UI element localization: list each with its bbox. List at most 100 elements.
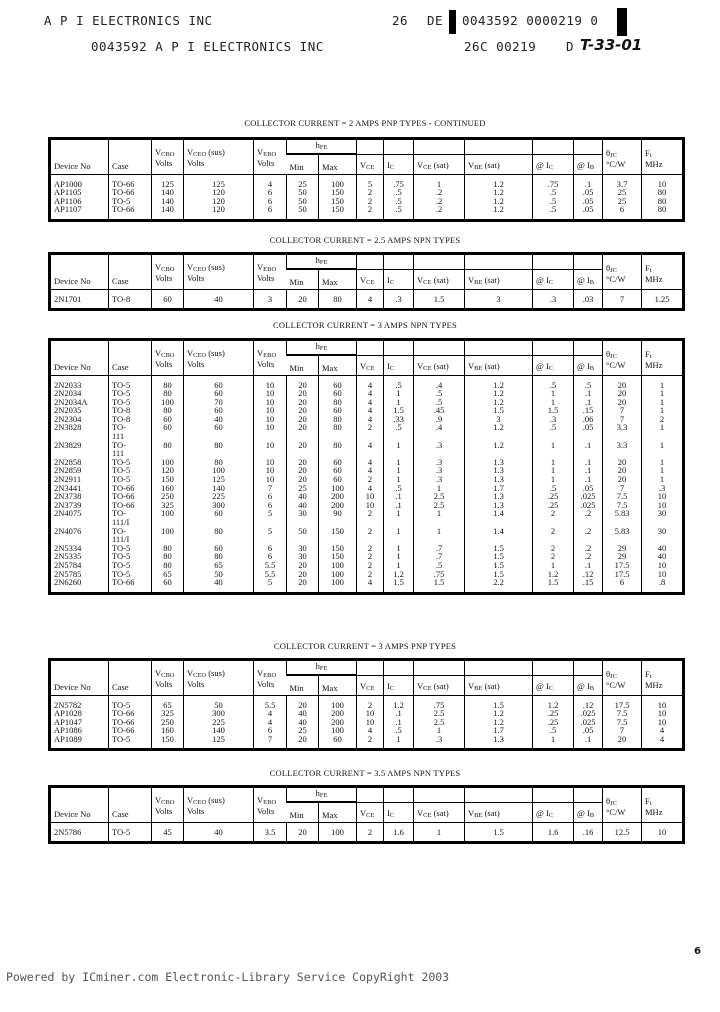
cell: 40 (286, 718, 319, 727)
cell: 2N5782 (54, 699, 82, 710)
cell: 3 (253, 294, 287, 304)
cell: 7 (602, 415, 642, 424)
col-label: h (315, 661, 320, 671)
col-header-vceo: VCEO (sus) Volts (183, 786, 254, 822)
cell: TO-66 (108, 578, 152, 587)
cell: 20 (286, 398, 319, 407)
cell: 140 (151, 188, 184, 197)
cell: 4 (356, 389, 384, 398)
cell: 10 (253, 389, 287, 398)
col-header-at-ib: @ IB (573, 354, 603, 375)
cell: 10 (356, 709, 384, 718)
col-subscript: CBO (161, 798, 175, 806)
cell: 80 (641, 197, 684, 206)
cell: 325 (151, 501, 184, 510)
cell: 60 (318, 735, 357, 744)
table-row: 2N5785 TO-5 65 50 5.5 20 100 2 1.2.75 1.5 1.2.12 17… (50, 569, 684, 579)
section-title: COLLECTOR CURRENT = 3 AMPS PNP TYPES (273, 641, 457, 651)
cell: 4 (356, 406, 384, 415)
cell: 60 (318, 380, 357, 390)
col-header-vce: VCE (356, 801, 384, 822)
cell: 40 (286, 501, 319, 510)
col-label: h (315, 140, 320, 150)
cell: 7 (602, 406, 642, 415)
col-unit: °C/W (606, 679, 626, 690)
col-label: V (187, 261, 194, 272)
cell: 200 (318, 492, 357, 501)
cell: 10 (641, 569, 684, 579)
col-header-case: Case (108, 659, 152, 695)
cell: 10 (253, 406, 287, 415)
cell: 2N6260 (54, 577, 82, 588)
cell: 1 (383, 526, 414, 544)
cell: AP1000 (54, 178, 82, 189)
cell: .2 (413, 188, 465, 197)
cell: 1.2 (464, 440, 533, 458)
cell: 2N1701 (54, 293, 82, 304)
cell: 2 (356, 475, 384, 484)
cell: 80 (641, 188, 684, 197)
cell: 150 (318, 526, 357, 544)
cell: TO- 111 (108, 423, 152, 441)
table-row: AP1000 TO-66 125 125 4 25 100 5.75 1 1.2.75.1 3.7 1… (50, 178, 684, 189)
cell: 120 (183, 197, 254, 206)
col-label: θ (606, 147, 611, 158)
cell: 45 (151, 827, 184, 837)
cell: 2N2035 (54, 405, 82, 416)
col-subscript: EBO (263, 150, 277, 158)
cell: .2 (413, 205, 465, 214)
cell: .1 (573, 389, 603, 398)
table-row: 2N3739 TO-66 325 300 6 40 200 10.1 2.5 1.3.25.025… (50, 501, 684, 510)
col-header-min: Min (287, 269, 319, 289)
cell: 2N4075 (54, 508, 82, 519)
cell: 5 (253, 578, 287, 587)
cell: 4 (356, 484, 384, 493)
cell: 1.4 (464, 526, 533, 544)
cell: 10 (641, 492, 684, 501)
cell: 6 (253, 552, 287, 561)
cell: .3 (641, 484, 684, 493)
col-header-vce: VCE (356, 268, 384, 289)
cell: TO-8 (108, 294, 152, 304)
cell: 1 (413, 179, 465, 189)
col-subscript: C (389, 811, 395, 819)
cell: 60 (318, 475, 357, 484)
cell: 4 (253, 718, 287, 727)
col-unit: Volts (257, 157, 275, 168)
cell: 6 (253, 726, 287, 735)
cell: .1 (573, 179, 603, 189)
cell: TO-8 (108, 406, 152, 415)
cell: AP1107 (54, 204, 82, 215)
cell: 10 (253, 440, 287, 458)
cell: 120 (151, 466, 184, 476)
cell: 140 (183, 726, 254, 735)
col-subscript: BE (474, 684, 483, 692)
col-subscript: B (589, 163, 595, 171)
col-label: Device No (54, 275, 91, 286)
cell: .5 (532, 205, 574, 214)
cell: 2 (356, 735, 384, 744)
cell: 1.5 (464, 544, 533, 553)
col-label: V (360, 807, 367, 818)
cell: 6 (253, 188, 287, 197)
col-suffix: (sat) (482, 680, 500, 691)
cell: 1.2 (383, 700, 414, 710)
cell: 10 (253, 398, 287, 407)
cell: 60 (318, 389, 357, 398)
cell: 10 (641, 179, 684, 189)
cell: 60 (183, 380, 254, 390)
col-label: Max (322, 362, 338, 373)
col-header-theta-jc: θJC °C/W (602, 339, 642, 375)
table-row: 2N3441 TO-66 160 140 7 25 100 4.5 1 1.7.5.05 7.3 (50, 484, 684, 493)
cell: 5.83 (602, 526, 642, 544)
cell: 2N3828 (54, 422, 82, 433)
table-row: 2N5335 TO-5 80 80 6 30 150 2 1.7 1.5 2.2 29 40 (50, 552, 684, 561)
col-header-hfe: hFE (286, 253, 357, 270)
spec-table: Device No Case VCBO Volts VCEO (sus) Volts VEB… (48, 137, 685, 222)
cell: .2 (413, 197, 465, 206)
cell: .5 (383, 380, 414, 390)
cell: TO-5 (108, 466, 152, 476)
cell: 80 (151, 380, 184, 390)
cell: 1.5 (464, 552, 533, 561)
col-header-at-ic: @ IC (532, 268, 574, 289)
